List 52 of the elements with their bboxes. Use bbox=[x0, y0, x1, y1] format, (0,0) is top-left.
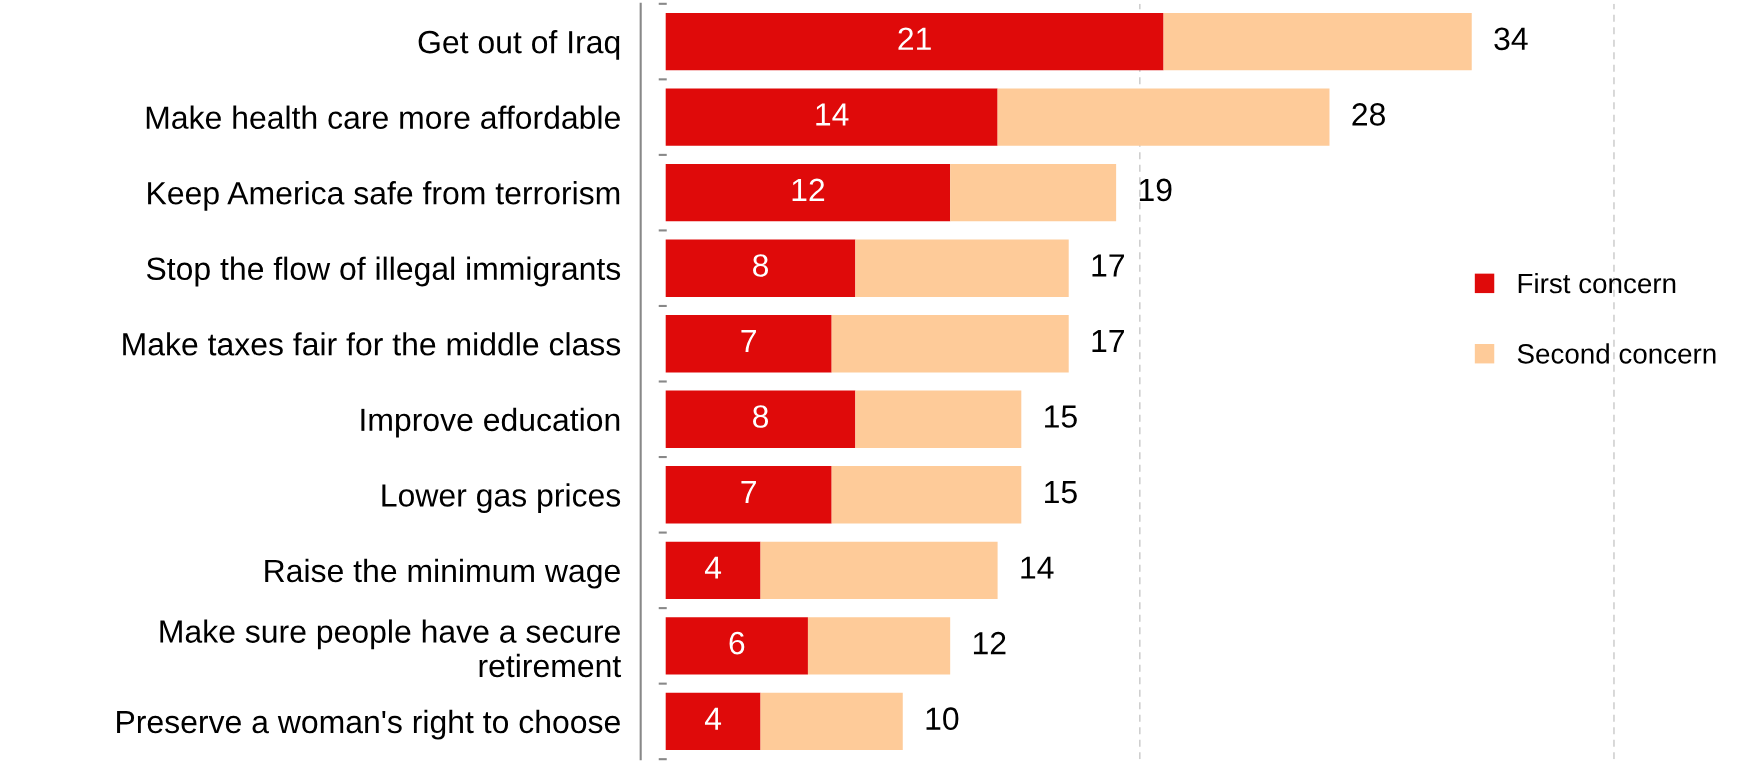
total-label: 14 bbox=[1021, 556, 1054, 579]
bar bbox=[665, 315, 832, 373]
y-tick-label: Make sure people have a secure retirement bbox=[160, 619, 622, 678]
bar bbox=[665, 466, 832, 524]
bar bbox=[665, 239, 856, 297]
total-label: 15 bbox=[1045, 405, 1077, 428]
legend-label: First concern bbox=[1518, 272, 1676, 294]
total-label: 19 bbox=[1139, 178, 1172, 202]
bar bbox=[950, 163, 1117, 222]
y-tick-label: Make taxes fair for the middle class bbox=[123, 332, 621, 356]
bar bbox=[665, 163, 951, 222]
total-label: 10 bbox=[926, 707, 959, 730]
y-tick-label: Get out of Iraq bbox=[418, 30, 620, 60]
y-tick-label: Lower gas prices bbox=[382, 483, 621, 514]
bar bbox=[831, 466, 1022, 524]
total-label: 15 bbox=[1045, 481, 1077, 504]
data-label: 7 bbox=[741, 481, 756, 504]
bar bbox=[665, 617, 808, 675]
y-tick-label: Keep America safe from terrorism bbox=[148, 181, 620, 211]
y-tick-label: Raise the minimum wage bbox=[265, 558, 620, 589]
bar bbox=[665, 541, 761, 600]
total-label: 17 bbox=[1092, 330, 1124, 352]
bar bbox=[665, 390, 856, 448]
legend-label: Second concern bbox=[1517, 343, 1716, 364]
data-label: 12 bbox=[792, 178, 825, 201]
data-label: 7 bbox=[741, 330, 756, 352]
bar bbox=[807, 617, 951, 675]
bar bbox=[1163, 12, 1472, 71]
y-tick-label: Preserve a woman's right to choose bbox=[117, 709, 620, 740]
bar bbox=[855, 239, 1069, 297]
total-label: 12 bbox=[973, 631, 1006, 655]
total-label: 17 bbox=[1092, 254, 1124, 277]
bar bbox=[997, 88, 1330, 146]
bar bbox=[665, 692, 761, 751]
y-tick-label: Make health care more affordable bbox=[146, 105, 620, 130]
data-label: 4 bbox=[704, 556, 722, 579]
bar bbox=[665, 88, 998, 146]
data-label: 6 bbox=[729, 631, 745, 655]
data-label: 4 bbox=[704, 707, 722, 730]
data-label: 21 bbox=[898, 27, 931, 50]
bar bbox=[831, 315, 1069, 373]
y-tick-label: Improve education bbox=[361, 407, 620, 438]
data-label: 14 bbox=[816, 103, 849, 126]
total-label: 34 bbox=[1494, 27, 1528, 51]
data-label: 8 bbox=[753, 405, 769, 428]
bar bbox=[855, 390, 1022, 448]
total-label: 28 bbox=[1352, 103, 1385, 126]
bar bbox=[760, 692, 903, 751]
bar bbox=[760, 541, 998, 600]
y-tick-label: Stop the flow of illegal immigrants bbox=[146, 256, 621, 287]
data-label: 8 bbox=[753, 254, 769, 277]
bar bbox=[665, 12, 1164, 71]
